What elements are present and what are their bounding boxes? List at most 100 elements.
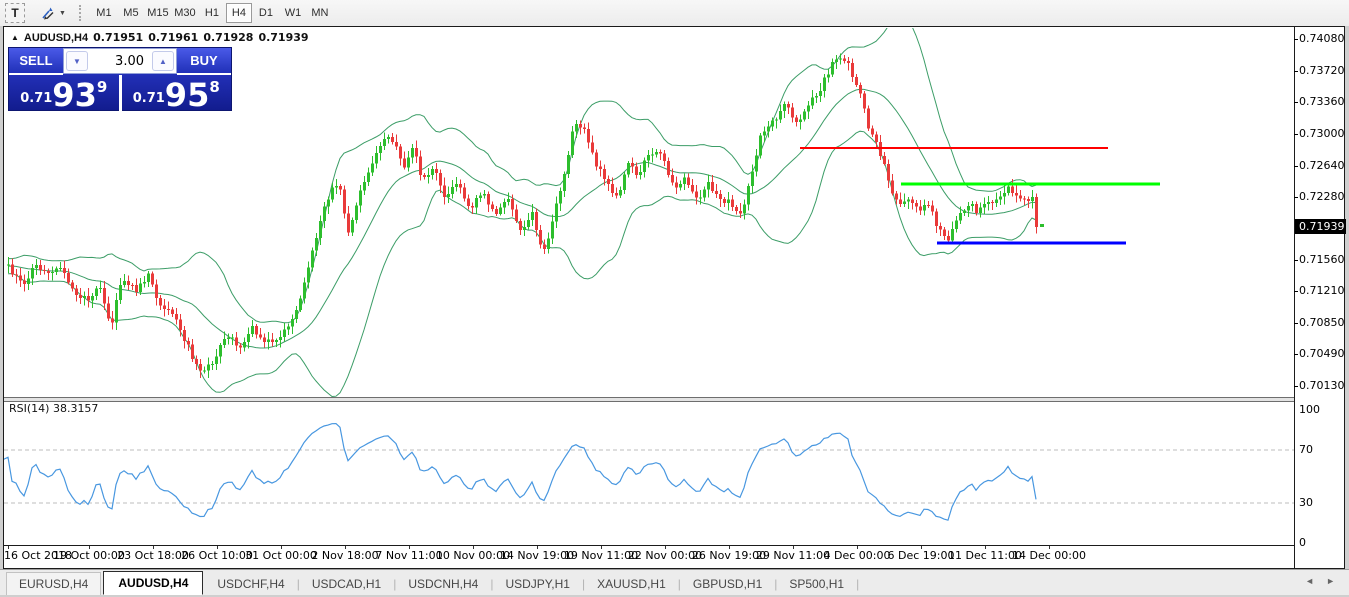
price-tick-mark	[1294, 39, 1298, 40]
price-tick-label: 0.73720	[1299, 63, 1345, 77]
timeframe-button-w1[interactable]: W1	[284, 7, 302, 19]
chart-tab-usdchf[interactable]: USDCHF,H4	[217, 577, 285, 591]
time-tick-mark	[8, 546, 9, 549]
time-tick-label: 14 Nov 19:00	[499, 549, 575, 562]
buy-button[interactable]: BUY	[177, 48, 231, 75]
chart-tab-gbpusd[interactable]: GBPUSD,H1	[692, 577, 763, 591]
price-tick-label: 0.70130	[1299, 379, 1345, 392]
timeframe-button-h4[interactable]: H4	[225, 3, 252, 23]
time-tick-mark	[217, 546, 218, 549]
price-tick-label: 0.72280	[1299, 190, 1345, 204]
toolbar-grip	[78, 5, 84, 21]
price-tick-mark	[1294, 102, 1298, 104]
sell-price[interactable]: 0.71 93 9	[20, 76, 108, 114]
chart-title: ▲ AUDUSD,H4 0.71951 0.71961 0.71928 0.71…	[11, 31, 309, 44]
toolbar: T ▼ M1 M5 M15 M30 H1 H4 D1 W1 MN	[0, 0, 1349, 27]
timeframe-button-m15[interactable]: M15	[147, 7, 169, 19]
time-tick-label: 23 Oct 18:00	[117, 549, 189, 562]
time-tick-label: 19 Nov 11:00	[563, 549, 639, 562]
time-tick-label: 2 Nov 18:00	[311, 549, 379, 562]
quote-high: 0.71961	[148, 31, 199, 44]
price-tick-label: 0.71210	[1299, 284, 1345, 298]
time-tick-mark	[409, 546, 410, 549]
volume-decrease-button[interactable]: ▼	[66, 51, 88, 71]
chart-tab-sp500[interactable]: SP500,H1	[789, 577, 845, 591]
time-tick-mark	[729, 546, 730, 549]
price-tick-mark	[1294, 260, 1298, 262]
pointer-arrows-icon	[42, 7, 54, 20]
chart-tab-audusd[interactable]: AUDUSD,H4	[103, 571, 204, 595]
price-tick-mark	[1294, 354, 1298, 356]
rsi-indicator-label: RSI(14) 38.3157	[9, 402, 99, 415]
chart-tab-xauusd[interactable]: XAUUSD,H1	[597, 577, 666, 591]
time-tick-label: 10 Nov 00:00	[435, 549, 511, 562]
timeframe-button-m5[interactable]: M5	[123, 7, 139, 19]
sell-button[interactable]: SELL	[9, 48, 63, 75]
time-tick-mark	[153, 546, 154, 549]
time-tick-label: 7 Nov 11:00	[375, 549, 443, 562]
time-tick-label: 4 Dec 00:00	[823, 549, 891, 562]
timeframe-group: M1 M5 M15 M30 H1 H4 D1 W1 MN	[90, 3, 333, 23]
time-tick-label: 6 Dec 19:00	[887, 549, 955, 562]
price-tick-mark	[1294, 322, 1298, 324]
price-tick-mark	[1294, 133, 1298, 135]
one-click-trading-panel: SELL ▼ 3.00 ▲ BUY 0.71 93 9 0.71 95 8	[8, 47, 232, 114]
price-tick-mark	[1294, 386, 1298, 387]
price-tick-mark	[1294, 165, 1298, 167]
price-tick-label: 0.74080	[1299, 32, 1345, 45]
time-tick-mark	[793, 546, 794, 549]
buy-price[interactable]: 0.71 95 8	[132, 76, 220, 114]
timeframe-button-h1[interactable]: H1	[204, 7, 219, 19]
chart-tab-eurusd[interactable]: EURUSD,H4	[6, 572, 102, 595]
price-tick-label: 0.73000	[1299, 126, 1345, 140]
rsi-tick-label: 100	[1299, 403, 1320, 416]
pane-divider[interactable]	[4, 397, 1294, 402]
time-tick-label: 26 Oct 10:00	[181, 549, 253, 562]
time-tick-mark	[665, 546, 666, 549]
time-tick-label: 26 Nov 19:00	[691, 549, 767, 562]
tab-separator: |	[581, 577, 586, 591]
timeframe-button-mn[interactable]: MN	[311, 7, 329, 19]
quote-low: 0.71928	[203, 31, 254, 44]
volume-increase-button[interactable]: ▲	[152, 51, 174, 71]
timeframe-button-m1[interactable]: M1	[96, 7, 112, 19]
time-tick-mark	[1049, 546, 1050, 549]
timeframe-button-m30[interactable]: M30	[174, 7, 196, 19]
price-divider	[118, 75, 122, 112]
tab-separator: |	[393, 577, 397, 591]
dropdown-caret-icon: ▼	[59, 9, 66, 17]
price-axis-separator	[1294, 27, 1295, 568]
volume-input[interactable]: 3.00	[115, 53, 144, 69]
time-axis-separator	[4, 545, 1294, 546]
price-tick-label: 0.70850	[1299, 315, 1345, 329]
time-tick-mark	[985, 546, 986, 549]
tab-scroll-left-icon[interactable]: ◄	[1305, 576, 1315, 586]
tab-separator: |	[490, 577, 494, 591]
price-tick-label: 0.70490	[1299, 347, 1345, 361]
rsi-tick-label: 30	[1299, 496, 1313, 510]
tab-separator: |	[774, 577, 778, 591]
chart-tab-usdcnh[interactable]: USDCNH,H4	[408, 577, 479, 591]
chart-tab-usdcad[interactable]: USDCAD,H1	[311, 577, 382, 591]
chart-symbol: AUDUSD,H4	[23, 31, 89, 44]
time-tick-mark	[89, 546, 90, 549]
chart-tab-usdjpy[interactable]: USDJPY,H1	[505, 577, 570, 591]
pointer-tools-button[interactable]: ▼	[37, 3, 69, 23]
chart-tab-bar: EURUSD,H4 AUDUSD,H4 USDCHF,H4 | USDCAD,H1 | US…	[0, 569, 1349, 595]
price-tick-label: 0.72640	[1299, 158, 1345, 172]
timeframe-button-d1[interactable]: D1	[258, 7, 273, 19]
current-price-badge: 0.71939	[1295, 219, 1346, 235]
chart-tabs: EURUSD,H4 AUDUSD,H4 USDCHF,H4 | USDCAD,H1 | US…	[6, 570, 859, 595]
time-tick-label: 31 Oct 00:00	[245, 549, 317, 562]
time-tick-mark	[473, 546, 474, 549]
rsi-tick-label: 70	[1299, 442, 1313, 456]
tab-separator: |	[856, 577, 860, 591]
time-tick-mark	[857, 546, 858, 549]
text-tool-button[interactable]: T	[5, 3, 25, 23]
tab-separator: |	[677, 577, 681, 591]
tab-scroll-right-icon[interactable]: ►	[1326, 576, 1335, 586]
time-tick-mark	[345, 546, 346, 549]
time-tick-label: 14 Dec 00:00	[1012, 549, 1086, 562]
time-tick-label: 11 Dec 11:00	[948, 549, 1022, 562]
